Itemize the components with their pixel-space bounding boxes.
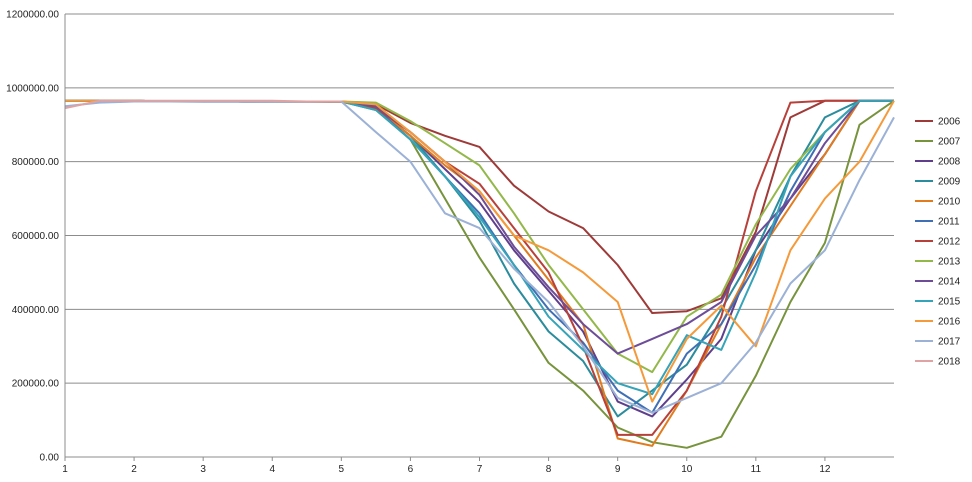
y-axis-tick-labels: 0.00 200000.00 400000.00 600000.00 800000.00… [6, 10, 59, 464]
series-line-2018 [64, 99, 342, 110]
legend-label: 2010 [938, 197, 961, 208]
y-tick-label: 1200000.00 [6, 10, 59, 21]
legend-label: 2007 [938, 137, 961, 148]
legend-label: 2017 [938, 337, 961, 348]
y-tick-label: 400000.00 [12, 305, 60, 316]
x-tick-label: 3 [200, 464, 206, 475]
axes [64, 14, 894, 461]
legend-label: 2018 [938, 357, 961, 368]
x-tick-label: 7 [477, 464, 483, 475]
x-tick-label: 10 [681, 464, 693, 475]
x-tick-label: 2 [131, 464, 137, 475]
legend-label: 2009 [938, 177, 961, 188]
x-tick-label: 8 [546, 464, 552, 475]
x-tick-label: 9 [615, 464, 621, 475]
legend-label: 2015 [938, 297, 961, 308]
legend-label: 2016 [938, 317, 961, 328]
legend-label: 2014 [938, 277, 961, 288]
x-tick-label: 4 [269, 464, 275, 475]
y-tick-label: 800000.00 [12, 157, 60, 168]
legend-label: 2012 [938, 237, 961, 248]
legend: 2006 2007 2008 2009 2010 2011 2012 2013 2014 2015… [915, 117, 961, 368]
y-tick-label: 1000000.00 [6, 83, 59, 94]
series-lines [64, 99, 895, 449]
legend-label: 2006 [938, 117, 961, 128]
x-axis-tick-labels: 1 2 3 4 5 6 7 8 9 10 11 12 [62, 464, 831, 475]
x-tick-label: 5 [339, 464, 345, 475]
legend-label: 2008 [938, 157, 961, 168]
y-tick-label: 200000.00 [12, 379, 60, 390]
y-tick-label: 0.00 [40, 453, 60, 464]
series-line-2017 [64, 100, 895, 414]
x-tick-label: 12 [819, 464, 831, 475]
x-tick-label: 1 [62, 464, 68, 475]
x-tick-label: 11 [751, 464, 762, 475]
legend-label: 2013 [938, 257, 961, 268]
y-tick-label: 600000.00 [12, 231, 60, 242]
legend-label: 2011 [938, 217, 960, 228]
x-tick-label: 6 [408, 464, 414, 475]
